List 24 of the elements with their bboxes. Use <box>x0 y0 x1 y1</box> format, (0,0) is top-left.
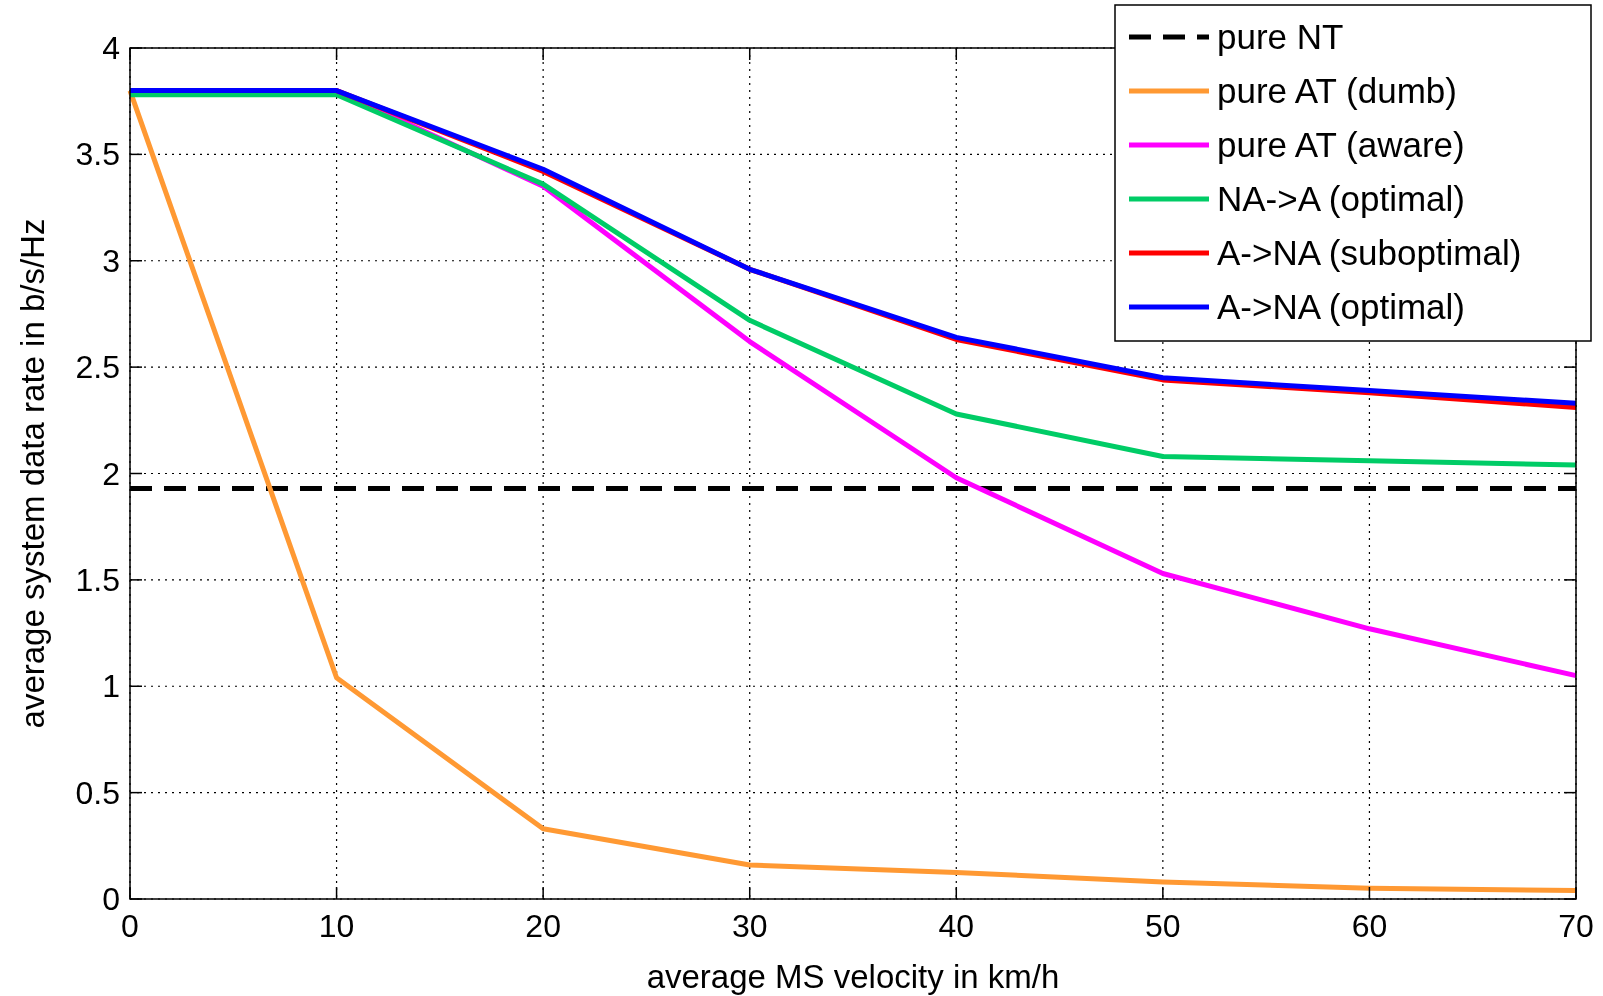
y-tick-label: 2 <box>102 455 120 492</box>
x-tick-label: 10 <box>318 908 355 944</box>
legend-label: pure NT <box>1217 17 1344 56</box>
y-tick-label: 4 <box>102 30 120 66</box>
x-tick-label: 20 <box>525 908 561 944</box>
y-tick-label: 1.5 <box>75 561 120 598</box>
x-tick-label: 70 <box>1558 908 1594 944</box>
x-tick-label: 40 <box>938 908 975 944</box>
legend-label: pure AT (aware) <box>1217 125 1465 164</box>
legend-label: NA->A (optimal) <box>1217 179 1465 218</box>
y-tick-label: 3 <box>102 242 120 279</box>
x-axis-title: average MS velocity in km/h <box>646 958 1060 995</box>
y-tick-label: 1 <box>102 668 120 705</box>
y-tick-label: 0.5 <box>75 774 120 811</box>
y-tick-label: 3.5 <box>75 136 120 173</box>
legend-label: A->NA (suboptimal) <box>1217 233 1522 272</box>
y-tick-label: 0 <box>102 881 120 917</box>
legend-label: pure AT (dumb) <box>1217 71 1457 110</box>
x-tick-label: 60 <box>1351 908 1388 944</box>
y-tick-label: 2.5 <box>75 349 120 386</box>
legend-label: A->NA (optimal) <box>1217 287 1465 326</box>
x-tick-label: 50 <box>1145 908 1181 944</box>
y-axis-title: average system data rate in b/s/Hz <box>14 218 51 729</box>
x-tick-label: 30 <box>731 908 768 944</box>
